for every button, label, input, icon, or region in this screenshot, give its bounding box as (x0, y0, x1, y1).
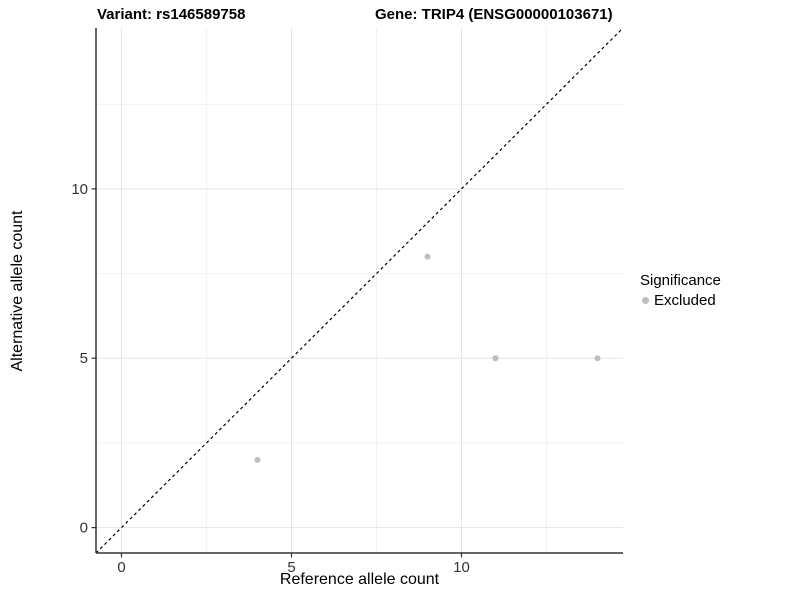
legend-item-excluded: Excluded (640, 292, 721, 309)
plot-title-variant: Variant: rs146589758 (97, 6, 246, 23)
y-tick-label: 10 (71, 181, 88, 198)
x-tick-label: 0 (117, 559, 125, 576)
identity-dashed-line (95, 27, 624, 554)
legend: Significance Excluded (640, 272, 721, 309)
y-axis-title: Alternative allele count (9, 210, 26, 372)
x-axis-title: Reference allele count (279, 571, 440, 588)
x-tick-label: 5 (287, 559, 295, 576)
data-point (254, 456, 261, 463)
legend-item-label: Excluded (654, 292, 716, 309)
y-tick-label: 0 (80, 520, 88, 537)
legend-title: Significance (640, 272, 721, 289)
plot-title-gene: Gene: TRIP4 (ENSG00000103671) (375, 6, 613, 23)
legend-point-icon (642, 297, 649, 304)
x-tick-label: 10 (453, 559, 470, 576)
data-point (594, 355, 601, 362)
data-point (492, 355, 499, 362)
data-point (424, 253, 431, 260)
y-tick-label: 5 (80, 350, 88, 367)
